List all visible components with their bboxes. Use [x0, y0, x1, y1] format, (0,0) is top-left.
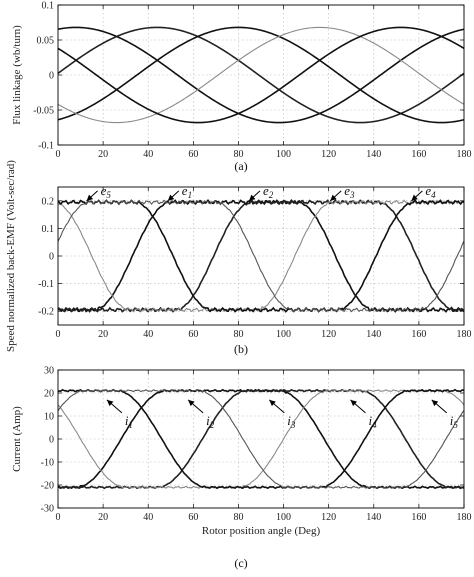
series-line-3 — [57, 199, 465, 313]
y-tick-label: 10 — [44, 412, 54, 423]
x-tick-label: 20 — [98, 149, 108, 160]
y-tick-label: 0 — [49, 252, 54, 263]
annotation-arrow-head — [106, 399, 114, 407]
x-tick-label: 140 — [366, 329, 381, 340]
y-axis-label: Current (Amp) — [11, 406, 23, 472]
x-tick-label: 180 — [457, 512, 472, 523]
panel-caption: (a) — [234, 159, 247, 173]
y-tick-label: 30 — [44, 366, 54, 377]
x-tick-label: 0 — [56, 149, 61, 160]
y-tick-label: 20 — [44, 389, 54, 400]
y-tick-label: 0.2 — [42, 196, 55, 207]
annotation-e3: e3 — [329, 183, 355, 202]
annotation-i3: i3 — [268, 399, 296, 430]
x-tick-label: 120 — [321, 512, 336, 523]
series-line-4 — [57, 388, 465, 490]
x-tick-label: 120 — [321, 329, 336, 340]
x-tick-label: 40 — [143, 149, 153, 160]
x-tick-label: 140 — [366, 149, 381, 160]
annotation-arrow-head — [431, 399, 439, 407]
x-tick-label: 80 — [233, 512, 243, 523]
y-tick-label: 0 — [49, 71, 54, 82]
annotation-label: i1 — [125, 413, 133, 430]
chart-panel-3: 0 20 40 60 80 100 120 140 160 180 -30 -20 -10 0 10 20 30… — [11, 366, 472, 571]
y-tick-label: 0.1 — [42, 224, 55, 235]
x-tick-label: 20 — [98, 512, 108, 523]
annotation-e4: e4 — [411, 183, 436, 202]
x-tick-label: 40 — [143, 329, 153, 340]
panel-caption: (b) — [234, 342, 248, 356]
x-tick-label: 60 — [188, 329, 198, 340]
x-tick-label: 160 — [411, 512, 426, 523]
series-line-4 — [57, 26, 465, 124]
x-tick-label: 80 — [233, 149, 243, 160]
annotation-arrow-head — [330, 194, 337, 201]
x-tick-label: 120 — [321, 149, 336, 160]
x-tick-label: 0 — [56, 512, 61, 523]
y-tick-label: -0.2 — [38, 307, 54, 318]
y-tick-label: 0.1 — [42, 1, 55, 12]
annotation-e2: e2 — [248, 183, 274, 202]
series-line-2 — [57, 26, 465, 124]
annotation-label: e1 — [182, 183, 192, 200]
annotation-label: i5 — [450, 413, 459, 430]
x-tick-label: 160 — [411, 149, 426, 160]
annotation-label: e2 — [263, 183, 274, 200]
series-line-1 — [57, 199, 465, 313]
annotation-label: i2 — [206, 413, 215, 430]
x-tick-label: 20 — [98, 329, 108, 340]
annotation-i2: i2 — [187, 399, 215, 430]
x-tick-label: 0 — [56, 329, 61, 340]
series-line-1 — [57, 26, 465, 124]
series-line-3 — [57, 26, 465, 124]
annotation-label: e5 — [101, 183, 112, 200]
annotation-arrow-head — [86, 194, 94, 201]
x-tick-label: 80 — [233, 329, 243, 340]
annotation-arrow-head — [269, 399, 276, 407]
y-axis-label: Flux linkage (wb/turn) — [11, 25, 23, 125]
x-tick-label: 60 — [188, 512, 198, 523]
annotation-arrow-head — [167, 194, 175, 201]
x-tick-label: 60 — [188, 149, 198, 160]
annotation-label: e3 — [344, 183, 355, 200]
x-tick-label: 40 — [143, 512, 153, 523]
panel-caption: (c) — [234, 556, 247, 570]
annotation-i5: i5 — [431, 399, 459, 430]
x-tick-label: 100 — [276, 329, 291, 340]
series-line-3 — [57, 389, 465, 489]
y-axis-label: Speed normalized back-EMF (Volt-sec/rad) — [5, 160, 17, 352]
x-tick-label: 180 — [457, 329, 472, 340]
y-tick-label: 0 — [49, 435, 54, 446]
x-tick-label: 140 — [366, 512, 381, 523]
y-tick-label: -0.1 — [38, 279, 54, 290]
chart-panel-2: 0 20 40 60 80 100 120 140 160 180 -0.2 -0.1 0 0.1 0.2 S… — [5, 160, 472, 356]
chart-panel-1: 0 20 40 60 80 100 120 140 160 180 -0.1 -0.05 0 0.05 0.… — [11, 1, 472, 174]
x-tick-label: 160 — [411, 329, 426, 340]
annotation-arrow-head — [249, 194, 256, 201]
annotation-e1: e1 — [167, 183, 192, 202]
annotation-label: i4 — [369, 413, 378, 430]
annotation-arrow-head — [188, 399, 195, 407]
annotation-i1: i1 — [106, 399, 133, 430]
x-axis-label: Rotor position angle (Deg) — [202, 525, 321, 537]
annotation-arrow-head — [350, 399, 357, 407]
series-line-5 — [57, 199, 465, 313]
y-tick-label: -20 — [41, 481, 54, 492]
y-tick-label: -10 — [41, 458, 54, 469]
annotation-i4: i4 — [350, 399, 378, 430]
annotation-label: e4 — [425, 183, 436, 200]
y-tick-label: -0.1 — [38, 141, 54, 152]
y-tick-label: -30 — [41, 504, 54, 515]
x-tick-label: 100 — [276, 512, 291, 523]
annotation-arrow-head — [411, 194, 418, 201]
annotation-e5: e5 — [86, 183, 112, 202]
y-tick-label: -0.05 — [33, 106, 54, 117]
series-line-5 — [57, 26, 465, 124]
annotation-label: i3 — [287, 413, 296, 430]
x-tick-label: 180 — [457, 149, 472, 160]
y-tick-label: 0.05 — [37, 36, 55, 47]
x-tick-label: 100 — [276, 149, 291, 160]
series-line-5 — [57, 389, 465, 489]
